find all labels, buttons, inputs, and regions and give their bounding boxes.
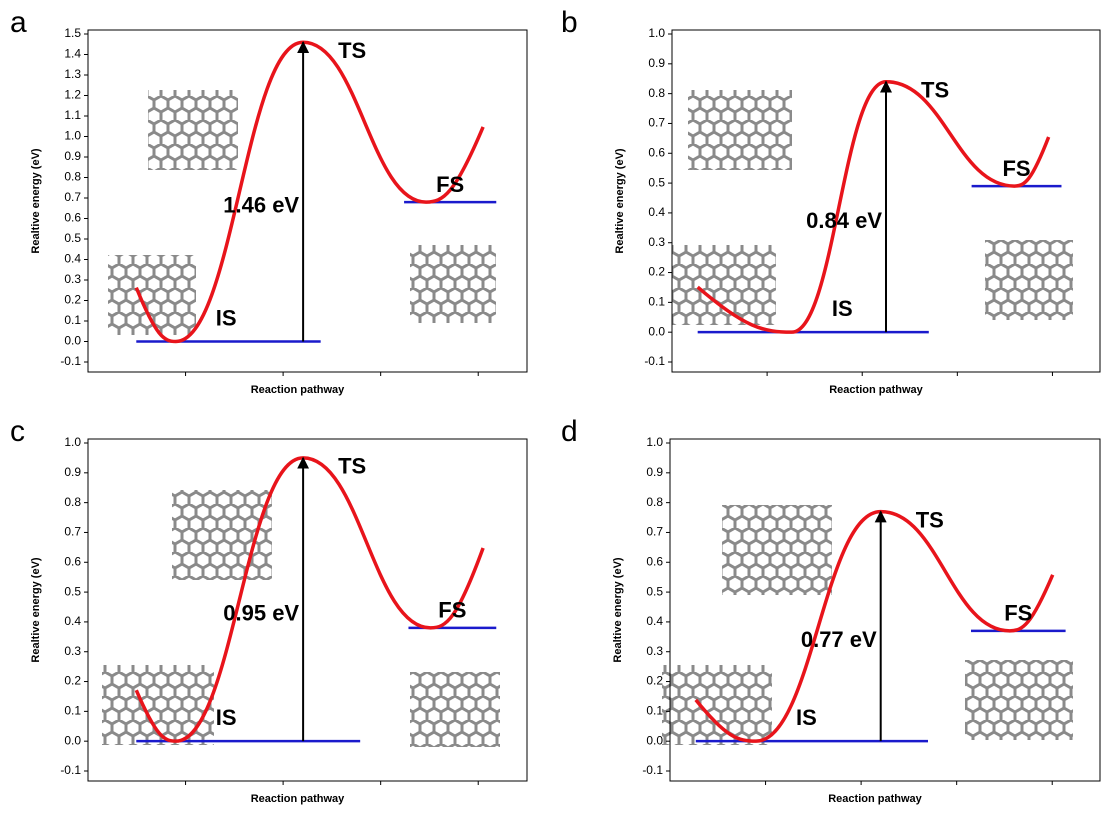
state-label: IS: [832, 296, 853, 321]
panel: -0.1 0.0 0.1 0.2 0.3 0.4 0.5 0.6 0.7 0.8 0.9 1.0 Rea…: [561, 6, 1100, 396]
y-tick-label: 0.7: [64, 190, 81, 204]
y-tick-label: 0.8: [648, 86, 665, 100]
y-tick-label: 0.3: [648, 235, 665, 249]
y-tick-label: 0.4: [646, 614, 663, 628]
figure: -0.1 0.0 0.1 0.2 0.3 0.4 0.5 0.6 0.7 0.8 0.9 1.0 1.1…: [0, 0, 1102, 818]
y-tick-label: 0.7: [648, 116, 665, 130]
structures: [102, 90, 1073, 747]
y-tick-label: 0.5: [646, 584, 663, 598]
y-tick-label: 0.1: [64, 704, 81, 718]
structure: [662, 665, 772, 745]
y-tick-label: 0.7: [646, 525, 663, 539]
state-label: FS: [1004, 601, 1032, 626]
y-tick-label: 0.5: [648, 175, 665, 189]
panel-label: b: [561, 6, 578, 39]
y-tick-label: 1.4: [64, 47, 81, 61]
y-tick-label: 0.6: [64, 211, 81, 225]
y-tick-label: 0.8: [646, 495, 663, 509]
y-tick-label: 0.8: [64, 495, 81, 509]
y-tick-label: 0.4: [648, 205, 665, 219]
y-axis-title: Realtive energy (eV): [30, 557, 42, 662]
y-tick-label: 0.6: [648, 145, 665, 159]
y-tick-label: 0.8: [64, 170, 81, 184]
panel: -0.1 0.0 0.1 0.2 0.3 0.4 0.5 0.6 0.7 0.8 0.9 1.0 Rea…: [561, 415, 1100, 805]
panel: -0.1 0.0 0.1 0.2 0.3 0.4 0.5 0.6 0.7 0.8 0.9 1.0 1.1…: [10, 6, 527, 396]
structure: [410, 245, 496, 323]
y-tick-label: 0.0: [646, 733, 663, 747]
y-tick-label: 0.1: [648, 295, 665, 309]
x-axis-title: Reaction pathway: [251, 384, 345, 396]
y-tick-label: 0.6: [646, 554, 663, 568]
state-label: FS: [436, 172, 464, 197]
barrier-label: 0.77 eV: [801, 627, 877, 652]
y-tick-label: -0.1: [644, 354, 665, 368]
barrier-label: 0.95 eV: [223, 600, 299, 625]
y-axis-title: Realtive energy (eV): [30, 148, 42, 253]
structure: [965, 660, 1073, 740]
y-tick-label: 0.5: [64, 584, 81, 598]
y-tick-label: -0.1: [60, 763, 81, 777]
y-tick-label: 0.4: [64, 614, 81, 628]
structure: [985, 240, 1073, 320]
state-label: IS: [796, 705, 817, 730]
y-tick-label: 0.3: [64, 272, 81, 286]
structure: [722, 505, 832, 595]
y-tick-label: 0.2: [64, 674, 81, 688]
y-tick-label: 0.3: [64, 644, 81, 658]
y-tick-label: 0.3: [646, 644, 663, 658]
state-label: TS: [916, 507, 944, 532]
y-tick-label: 0.9: [646, 465, 663, 479]
y-tick-label: 1.0: [648, 26, 665, 40]
y-tick-label: 0.4: [64, 252, 81, 266]
state-label: IS: [216, 305, 237, 330]
state-label: TS: [338, 454, 366, 479]
y-tick-label: 0.7: [64, 525, 81, 539]
state-label: TS: [338, 38, 366, 63]
x-axis-title: Reaction pathway: [251, 793, 345, 805]
y-tick-label: 0.0: [64, 334, 81, 348]
y-tick-label: 0.1: [64, 313, 81, 327]
y-tick-label: 0.1: [646, 704, 663, 718]
barrier-label: 0.84 eV: [806, 208, 882, 233]
y-tick-label: 1.3: [64, 67, 81, 81]
y-tick-label: 1.0: [64, 435, 81, 449]
y-tick-label: 1.1: [64, 108, 81, 122]
panel-label: d: [561, 415, 578, 448]
y-tick-label: -0.1: [642, 763, 663, 777]
y-tick-label: 0.9: [64, 465, 81, 479]
x-axis-title: Reaction pathway: [829, 384, 923, 396]
structure: [672, 245, 776, 325]
y-tick-label: 1.5: [64, 26, 81, 40]
x-axis-title: Reaction pathway: [828, 793, 922, 805]
y-tick-label: 0.0: [64, 733, 81, 747]
y-tick-label: 0.2: [648, 265, 665, 279]
state-label: TS: [921, 78, 949, 103]
y-axis-title: Realtive energy (eV): [614, 148, 626, 253]
y-tick-label: 0.0: [648, 324, 665, 338]
y-tick-label: 1.2: [64, 88, 81, 102]
barrier-label: 1.46 eV: [223, 193, 299, 218]
y-tick-label: 0.2: [646, 674, 663, 688]
y-tick-label: 1.0: [64, 129, 81, 143]
y-axis-title: Realtive energy (eV): [612, 557, 624, 662]
structure: [688, 90, 792, 170]
panel-label: a: [10, 6, 27, 39]
state-label: IS: [216, 705, 237, 730]
y-tick-label: 0.2: [64, 293, 81, 307]
y-tick-label: 0.6: [64, 554, 81, 568]
y-tick-label: 0.5: [64, 231, 81, 245]
y-tick-label: 0.9: [64, 149, 81, 163]
panel-label: c: [10, 415, 25, 448]
y-tick-label: 0.9: [648, 56, 665, 70]
y-tick-label: -0.1: [60, 354, 81, 368]
y-tick-label: 1.0: [646, 435, 663, 449]
structure: [410, 672, 500, 747]
state-label: FS: [1002, 156, 1030, 181]
structure: [148, 90, 238, 170]
state-label: FS: [438, 598, 466, 623]
